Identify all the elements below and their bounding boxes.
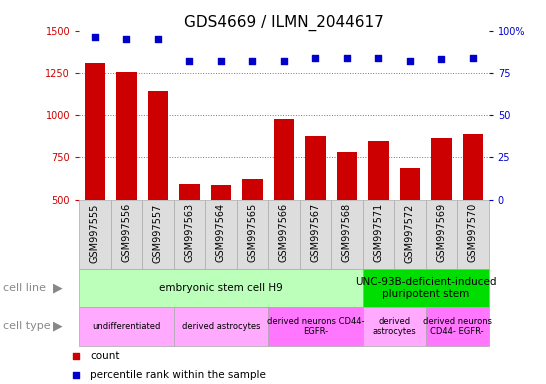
Text: GSM997557: GSM997557 (153, 203, 163, 263)
Point (280, 58, 288, 64)
Bar (85, 63, 105, 284)
Text: ▶: ▶ (52, 281, 62, 295)
Bar (174, 200, 205, 269)
Bar (268, 200, 300, 269)
Bar (457, 200, 489, 269)
Bar (462, 134, 483, 284)
Point (342, 55, 351, 61)
Bar (363, 200, 394, 269)
Text: derived neurons
CD44- EGFR-: derived neurons CD44- EGFR- (423, 317, 491, 336)
Point (437, 56, 446, 63)
Text: GSM997571: GSM997571 (373, 203, 383, 262)
Text: GSM997564: GSM997564 (216, 203, 226, 262)
Bar (363, 307, 426, 346)
Bar (268, 307, 363, 346)
Text: GSM997563: GSM997563 (185, 203, 194, 262)
Bar (242, 179, 263, 284)
Text: cell line: cell line (3, 283, 46, 293)
Bar (147, 91, 168, 284)
Bar (142, 200, 174, 269)
Bar (79, 307, 174, 346)
Bar (274, 119, 294, 284)
Text: GSM997556: GSM997556 (121, 203, 132, 262)
Point (468, 55, 477, 61)
Text: GSM997567: GSM997567 (311, 203, 321, 262)
Text: undifferentiated: undifferentiated (92, 322, 161, 331)
Text: count: count (90, 351, 120, 361)
Bar (394, 200, 426, 269)
Text: GSM997566: GSM997566 (279, 203, 289, 262)
Text: UNC-93B-deficient-induced
pluripotent stem: UNC-93B-deficient-induced pluripotent st… (355, 277, 496, 299)
Text: GSM997570: GSM997570 (468, 203, 478, 262)
Bar (368, 141, 389, 284)
Text: derived
astrocytes: derived astrocytes (372, 317, 416, 336)
Point (374, 55, 383, 61)
Bar (179, 184, 200, 284)
Text: cell type: cell type (3, 321, 50, 331)
Bar (79, 200, 111, 269)
Point (406, 58, 414, 64)
Bar (431, 138, 452, 284)
Bar (300, 200, 331, 269)
Bar (331, 200, 363, 269)
Text: derived astrocytes: derived astrocytes (182, 322, 260, 331)
Point (311, 55, 320, 61)
Bar (205, 200, 236, 269)
Text: percentile rank within the sample: percentile rank within the sample (90, 370, 266, 380)
Text: ▶: ▶ (52, 320, 62, 333)
Bar (79, 269, 363, 307)
Text: embryonic stem cell H9: embryonic stem cell H9 (159, 283, 283, 293)
Text: GSM997569: GSM997569 (436, 203, 447, 262)
Bar (116, 72, 136, 284)
Text: GSM997568: GSM997568 (342, 203, 352, 262)
Text: derived neurons CD44-
EGFR-: derived neurons CD44- EGFR- (266, 317, 364, 336)
Bar (363, 269, 489, 307)
Bar (236, 200, 268, 269)
Text: GSM997565: GSM997565 (247, 203, 257, 262)
Bar (211, 185, 231, 284)
Bar (305, 136, 325, 284)
Bar (174, 307, 268, 346)
Bar (111, 200, 142, 269)
Point (248, 58, 257, 64)
Text: GSM997572: GSM997572 (405, 203, 415, 263)
Bar (426, 307, 489, 346)
Bar (426, 200, 457, 269)
Point (122, 36, 131, 42)
Point (91, 35, 99, 41)
Bar (400, 169, 420, 284)
Point (217, 58, 225, 64)
Point (153, 36, 162, 42)
Title: GDS4669 / ILMN_2044617: GDS4669 / ILMN_2044617 (184, 15, 384, 31)
Text: GSM997555: GSM997555 (90, 203, 100, 263)
Bar (337, 152, 357, 284)
Point (185, 58, 194, 64)
